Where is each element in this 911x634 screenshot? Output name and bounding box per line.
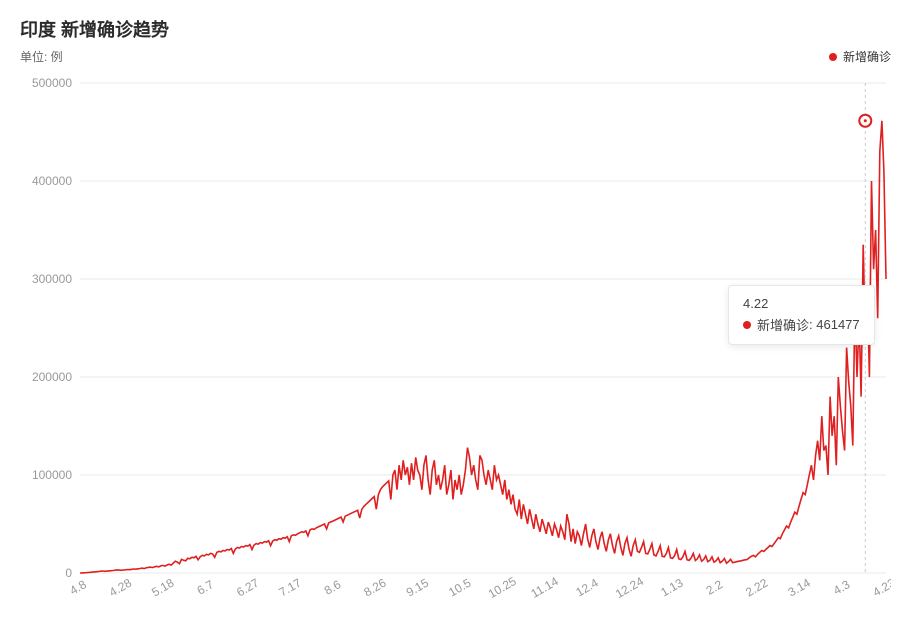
svg-text:12.24: 12.24 [613,574,646,601]
svg-text:10.5: 10.5 [446,575,474,599]
svg-text:500000: 500000 [32,76,72,90]
chart-title: 印度 新增确诊趋势 [20,16,169,42]
svg-text:4.23: 4.23 [870,575,891,599]
svg-text:4.3: 4.3 [831,577,853,598]
svg-text:8.26: 8.26 [361,575,389,599]
svg-text:2.2: 2.2 [704,577,726,598]
chart-unit-label: 单位: 例 [20,48,63,65]
svg-text:3.14: 3.14 [786,575,814,599]
svg-text:6.7: 6.7 [195,577,217,598]
svg-text:8.6: 8.6 [322,577,344,598]
legend-label: 新增确诊 [843,48,891,65]
svg-text:400000: 400000 [32,174,72,188]
svg-text:10.25: 10.25 [486,574,519,601]
line-chart: 0 100000 200000 300000 400000 500000 4.8 4.28 5.… [20,73,891,613]
svg-text:4.28: 4.28 [107,575,135,599]
svg-text:200000: 200000 [32,370,72,384]
svg-text:6.27: 6.27 [234,575,262,599]
svg-text:2.22: 2.22 [743,575,771,599]
svg-text:12.4: 12.4 [573,575,601,599]
svg-text:100000: 100000 [32,468,72,482]
legend: 新增确诊 [829,48,891,65]
svg-text:7.17: 7.17 [276,575,304,599]
svg-text:300000: 300000 [32,272,72,286]
svg-text:1.13: 1.13 [658,575,686,599]
svg-text:9.15: 9.15 [404,575,432,599]
svg-text:4.8: 4.8 [67,577,89,598]
svg-text:5.18: 5.18 [149,575,177,599]
legend-dot-icon [829,53,837,61]
svg-text:0: 0 [65,566,72,580]
chart-container: 0 100000 200000 300000 400000 500000 4.8 4.28 5.… [20,73,891,613]
svg-text:11.14: 11.14 [529,574,562,601]
